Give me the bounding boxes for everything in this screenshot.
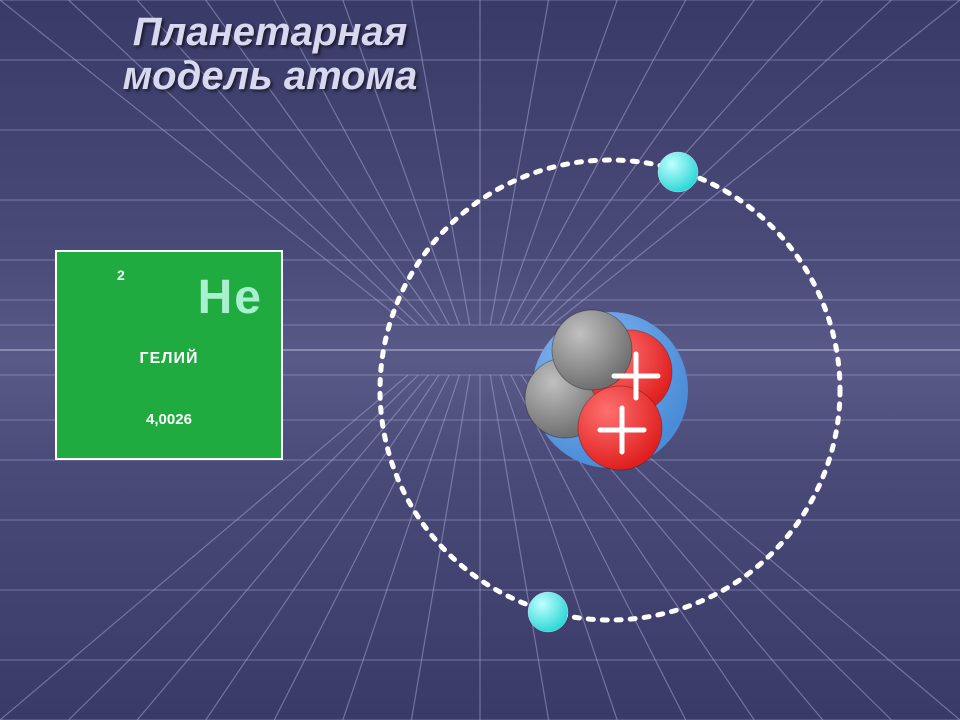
element-card: 2 He ГЕЛИЙ 4,0026 [55, 250, 283, 460]
element-name: ГЕЛИЙ [57, 350, 281, 368]
element-symbol: He [198, 270, 263, 325]
atomic-number: 2 [117, 267, 125, 283]
slide-title: Планетарная модель атома [70, 10, 470, 98]
atom-diagram [330, 110, 890, 670]
atomic-mass: 4,0026 [57, 411, 281, 428]
